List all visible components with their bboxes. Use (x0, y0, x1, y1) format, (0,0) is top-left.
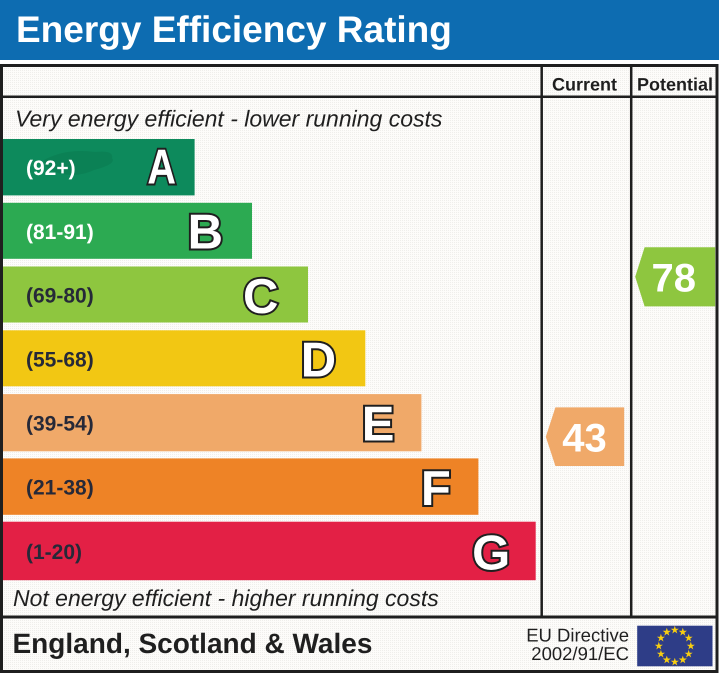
svg-text:(81-91): (81-91) (26, 221, 94, 244)
svg-text:F: F (421, 462, 451, 516)
svg-text:B: B (188, 205, 223, 259)
svg-text:E: E (362, 398, 395, 452)
svg-text:(1-20): (1-20) (26, 541, 82, 564)
svg-text:(55-68): (55-68) (26, 348, 94, 371)
svg-text:(92+): (92+) (26, 157, 76, 180)
svg-text:A: A (147, 140, 176, 194)
svg-text:(39-54): (39-54) (26, 413, 94, 436)
svg-text:Current: Current (552, 74, 617, 94)
svg-text:Not energy efficient - higher: Not energy efficient - higher running co… (13, 585, 439, 611)
svg-text:G: G (472, 526, 510, 580)
svg-text:43: 43 (562, 417, 607, 461)
svg-text:Potential: Potential (637, 74, 713, 94)
svg-text:Energy Efficiency Rating: Energy Efficiency Rating (16, 9, 452, 50)
svg-text:England, Scotland & Wales: England, Scotland & Wales (13, 628, 373, 659)
svg-text:C: C (243, 270, 278, 324)
svg-text:78: 78 (652, 256, 697, 300)
svg-text:2002/91/EC: 2002/91/EC (531, 643, 629, 664)
svg-text:(21-38): (21-38) (26, 477, 94, 500)
svg-text:D: D (301, 334, 336, 388)
svg-text:(69-80): (69-80) (26, 285, 94, 308)
svg-text:EU Directive: EU Directive (526, 624, 629, 645)
svg-text:Very energy efficient - lower: Very energy efficient - lower running co… (15, 106, 443, 132)
